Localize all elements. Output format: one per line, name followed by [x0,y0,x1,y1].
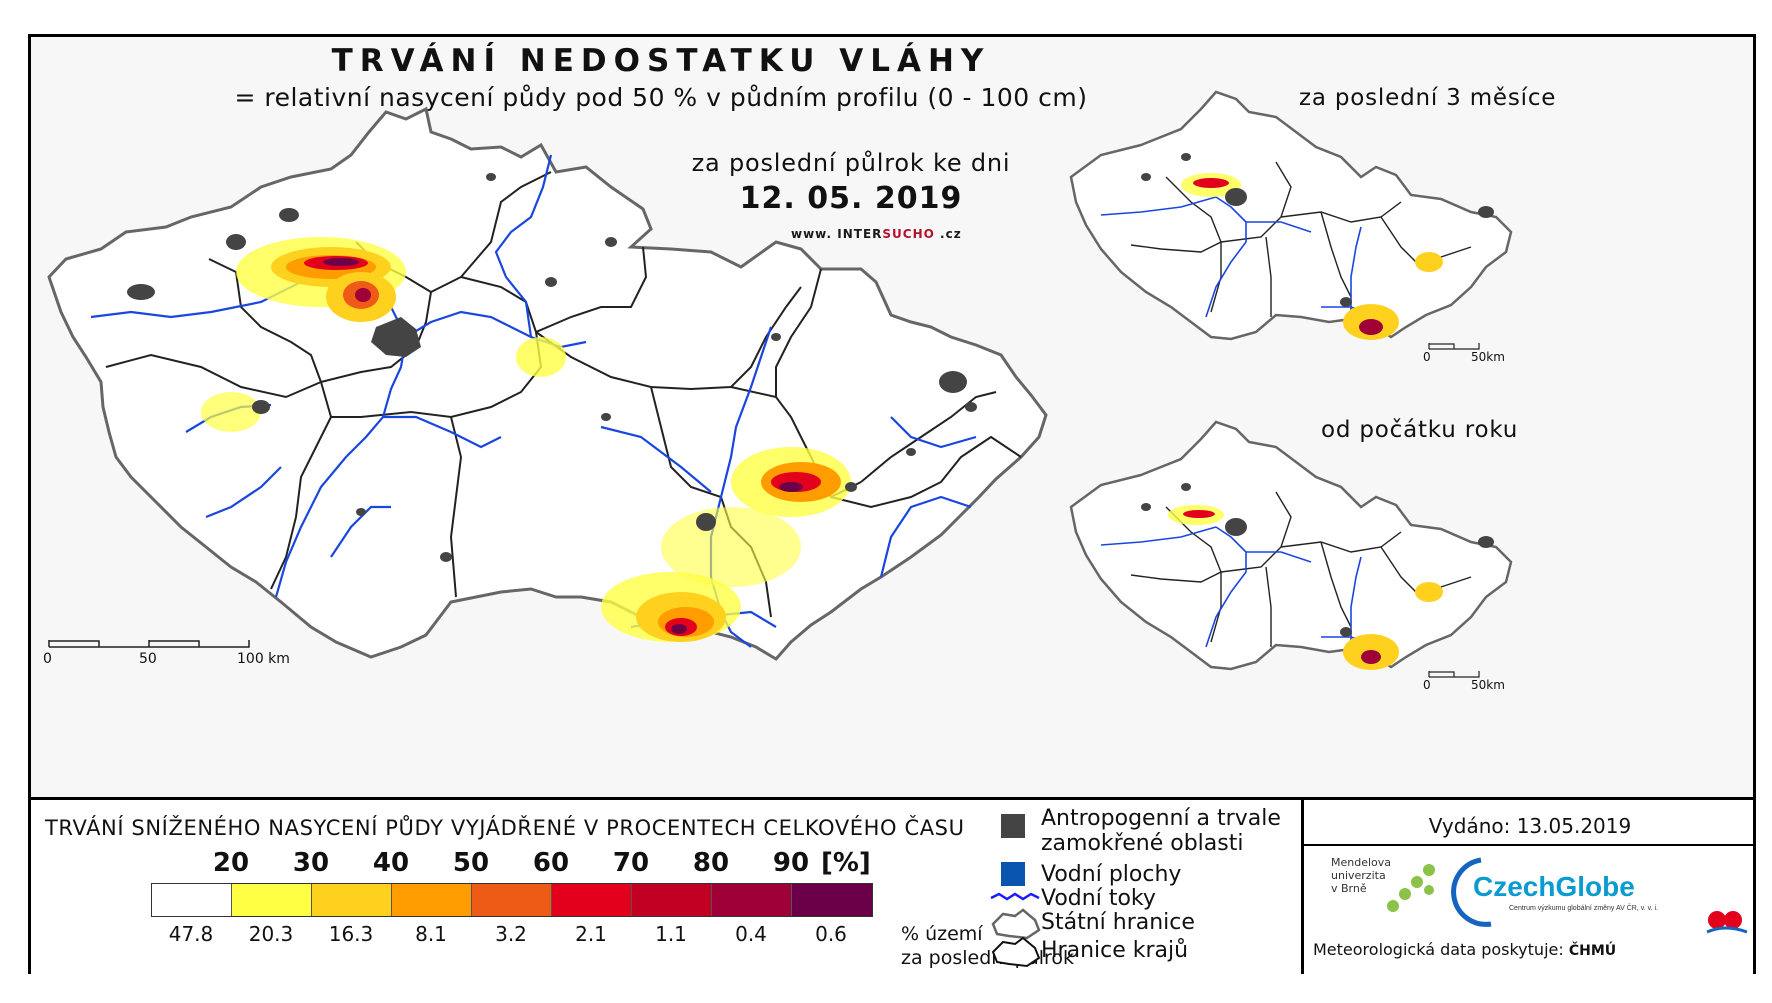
swatch-3 [392,884,472,916]
main-scale-0: 0 [43,651,52,667]
main-scale-50: 50 [139,651,157,667]
czechglobe-logo: CzechGlobe Centrum výzkumu globální změn… [1451,857,1658,927]
area-pct-8: 0.6 [815,922,847,946]
mendel-dots-icon [1387,864,1435,912]
czechglobe-subtext: Centrum výzkumu globální změny AV ČR, v.… [1509,903,1658,912]
credits-divider [1301,800,1304,974]
key-anthropogenic: Antropogenní a trvale zamokřené oblasti [1041,806,1281,856]
legend-panel: TRVÁNÍ SNÍŽENÉHO NASYCENÍ PŮDY VYJÁDŘENÉ… [31,797,1756,974]
area-pct-2: 16.3 [328,922,374,946]
website-sucho: SUCHO [882,227,935,241]
region-border-symbol [991,936,1041,968]
figure-subtitle: = relativní nasycení půdy pod 50 % v půd… [234,83,1088,112]
key-water-bodies: Vodní plochy [1041,862,1182,887]
swatch-6 [632,884,712,916]
class-break-90: 90 [772,848,810,878]
swatch-5 [552,884,632,916]
date-label: 12. 05. 2019 [739,181,963,216]
class-break-60: 60 [532,848,570,878]
main-scale-100: 100 km [237,651,290,667]
swatch-1 [232,884,312,916]
area-pct-0: 47.8 [168,922,214,946]
legend-title: TRVÁNÍ SNÍŽENÉHO NASYCENÍ PŮDY VYJÁDŘENÉ… [45,816,965,840]
inset2-scale-50: 50km [1471,678,1505,692]
class-unit: [%] [821,848,871,878]
key-region-border: Hranice krajů [1041,938,1189,963]
class-break-20: 20 [212,848,250,878]
area-note-line1: % území [901,923,983,945]
river-symbol [990,892,1040,901]
main-map-drought-hotspots [201,237,851,642]
map-canvas [47,90,1513,678]
swatch-4 [472,884,552,916]
class-break-30: 30 [292,848,330,878]
map-key-symbols [990,814,1041,968]
area-pct-5: 2.1 [575,922,607,946]
main-map-scale-bar [48,640,250,648]
figure-title: TRVÁNÍ NEDOSTATKU VLÁHY [331,43,991,79]
issued-separator [1304,844,1756,846]
website-url: www. INTERSUCHO .cz [791,227,962,241]
area-pct-3: 8.1 [415,922,447,946]
key-anthropogenic-line2: zamokřené oblasti [1041,831,1244,856]
inset1-scale-0: 0 [1423,350,1431,364]
website-prefix: www. [791,227,833,241]
mendel-line3: v Brně [1331,882,1367,895]
meteo-text: Meteorologická data poskytuje: [1313,940,1564,959]
website-inter: INTER [837,227,883,241]
czechglobe-text: CzechGlobe [1473,871,1635,902]
inset2-map [1069,420,1513,678]
mendel-line1: Mendelova [1331,856,1392,869]
swatch-7 [712,884,792,916]
swatch-2 [312,884,392,916]
issued-date: Vydáno: 13.05.2019 [1428,814,1632,838]
chmu-text: ČHMÚ [1568,943,1617,959]
water-swatch [1001,862,1025,886]
class-break-50: 50 [452,848,490,878]
figure-frame: TRVÁNÍ NEDOSTATKU VLÁHY = relativní nasy… [28,34,1756,974]
map-area: TRVÁNÍ NEDOSTATKU VLÁHY = relativní nasy… [31,37,1753,797]
class-break-80: 80 [692,848,730,878]
mendel-university-logo: Mendelova univerzita v Brně [1331,856,1391,895]
color-ramp [151,883,873,917]
key-anthropogenic-line1: Antropogenní a trvale [1041,806,1281,831]
chmu-logo-icon [1706,911,1748,934]
inset2-title: od počátku roku [1321,417,1519,443]
meteo-credit: Meteorologická data poskytuje: ČHMÚ [1313,940,1616,959]
anthropogenic-swatch [1001,814,1025,838]
swatch-8 [792,884,872,916]
key-rivers: Vodní toky [1041,886,1156,911]
class-break-70: 70 [612,848,650,878]
area-pct-1: 20.3 [248,922,294,946]
swatch-0 [152,884,232,916]
class-break-40: 40 [372,848,410,878]
mendel-line2: univerzita [1331,869,1386,882]
inset2-scale-0: 0 [1423,678,1431,692]
key-state-border: Státní hranice [1041,910,1195,935]
inset1-map [1069,90,1513,350]
period-label: za poslední půlrok ke dni [691,149,1011,177]
inset1-scale-50: 50km [1471,350,1505,364]
area-pct-6: 1.1 [655,922,687,946]
inset1-title: za poslední 3 měsíce [1299,85,1557,111]
area-pct-7: 0.4 [735,922,767,946]
area-pct-4: 3.2 [495,922,527,946]
main-map-urban-areas [127,173,977,562]
website-suffix: .cz [940,227,962,241]
state-border-symbol [991,908,1041,940]
